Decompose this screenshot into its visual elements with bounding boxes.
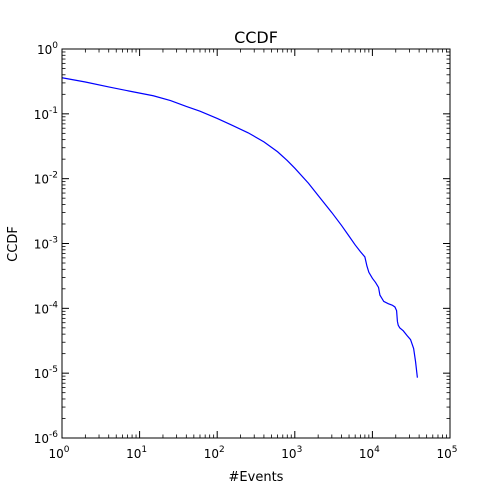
chart-title: CCDF xyxy=(234,28,278,47)
x-axis-label: #Events xyxy=(229,470,284,485)
y-tick-label: 10-6 xyxy=(34,430,59,446)
y-tick-label: 100 xyxy=(37,41,58,57)
y-tick-label: 10-4 xyxy=(34,300,59,316)
y-axis-label: CCDF xyxy=(6,226,21,262)
x-tick-label: 103 xyxy=(281,445,302,461)
x-tick-label: 100 xyxy=(48,445,69,461)
x-tick-label: 101 xyxy=(126,445,147,461)
x-tick-label: 105 xyxy=(436,445,457,461)
plot-area: 100 101 102 103 104 105 100 10-1 10-2 10-3 10-4 10-… xyxy=(34,41,458,461)
data-series-line-0 xyxy=(61,77,418,378)
y-tick-label: 10-1 xyxy=(34,106,58,122)
y-tick-label: 10-5 xyxy=(34,365,58,381)
y-tick-label: 10-3 xyxy=(34,236,58,252)
x-tick-label: 102 xyxy=(204,445,225,461)
x-tick-label: 104 xyxy=(359,445,380,461)
y-tick-label: 10-2 xyxy=(34,171,58,187)
plot-frame xyxy=(61,48,451,439)
